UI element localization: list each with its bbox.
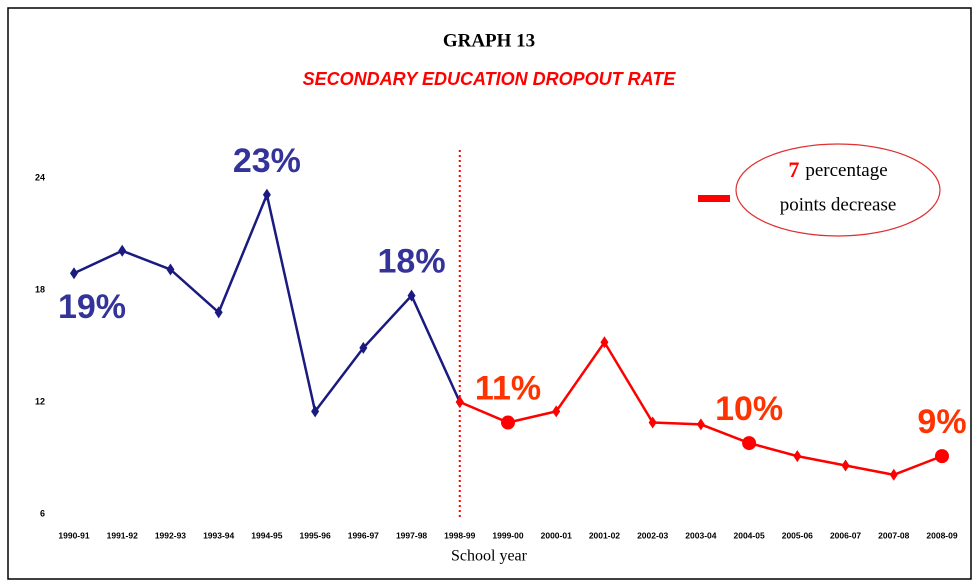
point-marker bbox=[935, 449, 949, 464]
point-marker bbox=[793, 450, 802, 463]
point-marker bbox=[501, 415, 515, 430]
y-tick-label: 18 bbox=[35, 284, 45, 294]
x-tick-label: 1995-96 bbox=[300, 530, 331, 540]
data-label: 10% bbox=[715, 390, 783, 428]
x-tick-label: 2005-06 bbox=[782, 530, 813, 540]
point-marker bbox=[118, 244, 127, 257]
x-tick-label: 1996-97 bbox=[348, 530, 379, 540]
point-marker bbox=[648, 416, 657, 429]
x-tick-label: 1990-91 bbox=[58, 530, 89, 540]
point-marker bbox=[696, 418, 705, 431]
point-marker bbox=[359, 341, 368, 354]
point-marker bbox=[455, 396, 464, 408]
data-label: 19% bbox=[58, 288, 126, 326]
x-axis-label: School year bbox=[451, 548, 528, 565]
x-tick-label: 2003-04 bbox=[685, 530, 716, 540]
point-marker bbox=[166, 263, 175, 276]
x-tick-label: 1998-99 bbox=[444, 530, 475, 540]
point-marker bbox=[600, 336, 609, 349]
x-tick-label: 1992-93 bbox=[155, 530, 186, 540]
frame bbox=[7, 7, 972, 580]
callout-line-2: points decrease bbox=[780, 194, 897, 215]
data-label: 18% bbox=[378, 243, 446, 281]
point-marker bbox=[742, 436, 757, 451]
x-tick-label: 2002-03 bbox=[637, 530, 668, 540]
y-tick-label: 6 bbox=[40, 508, 45, 518]
callout-line-1: 7 percentage bbox=[788, 157, 887, 182]
y-tick-label: 24 bbox=[35, 172, 45, 182]
x-tick-label: 2007-08 bbox=[878, 530, 909, 540]
x-tick-label: 2000-01 bbox=[541, 530, 572, 540]
x-tick-label: 1994-95 bbox=[251, 530, 282, 540]
callout-number: 7 bbox=[788, 157, 799, 182]
x-tick-label: 1997-98 bbox=[396, 530, 427, 540]
data-label: 9% bbox=[917, 403, 966, 441]
data-label: 23% bbox=[233, 142, 301, 180]
x-tick-label: 2008-09 bbox=[926, 530, 957, 540]
x-tick-label: 1993-94 bbox=[203, 530, 234, 540]
data-label: 11% bbox=[475, 370, 541, 408]
x-tick-label: 2006-07 bbox=[830, 530, 861, 540]
point-marker bbox=[889, 468, 898, 481]
x-tick-label: 1991-92 bbox=[107, 530, 138, 540]
point-marker bbox=[311, 405, 320, 418]
point-marker bbox=[214, 306, 223, 319]
callout-text: percentage bbox=[805, 160, 887, 181]
chart-title: GRAPH 13 bbox=[443, 30, 535, 51]
point-marker bbox=[407, 289, 416, 302]
x-tick-label: 2001-02 bbox=[589, 530, 620, 540]
x-tick-label: 1999-00 bbox=[492, 530, 523, 540]
point-marker bbox=[70, 267, 78, 280]
y-tick-label: 12 bbox=[35, 396, 45, 406]
minus-sign bbox=[698, 195, 730, 202]
point-marker bbox=[841, 459, 850, 472]
chart-subtitle: SECONDARY EDUCATION DROPOUT RATE bbox=[303, 69, 677, 89]
point-marker bbox=[262, 188, 271, 201]
x-tick-label: 2004-05 bbox=[734, 530, 765, 540]
point-marker bbox=[552, 405, 561, 418]
callout-bubble bbox=[735, 143, 941, 237]
